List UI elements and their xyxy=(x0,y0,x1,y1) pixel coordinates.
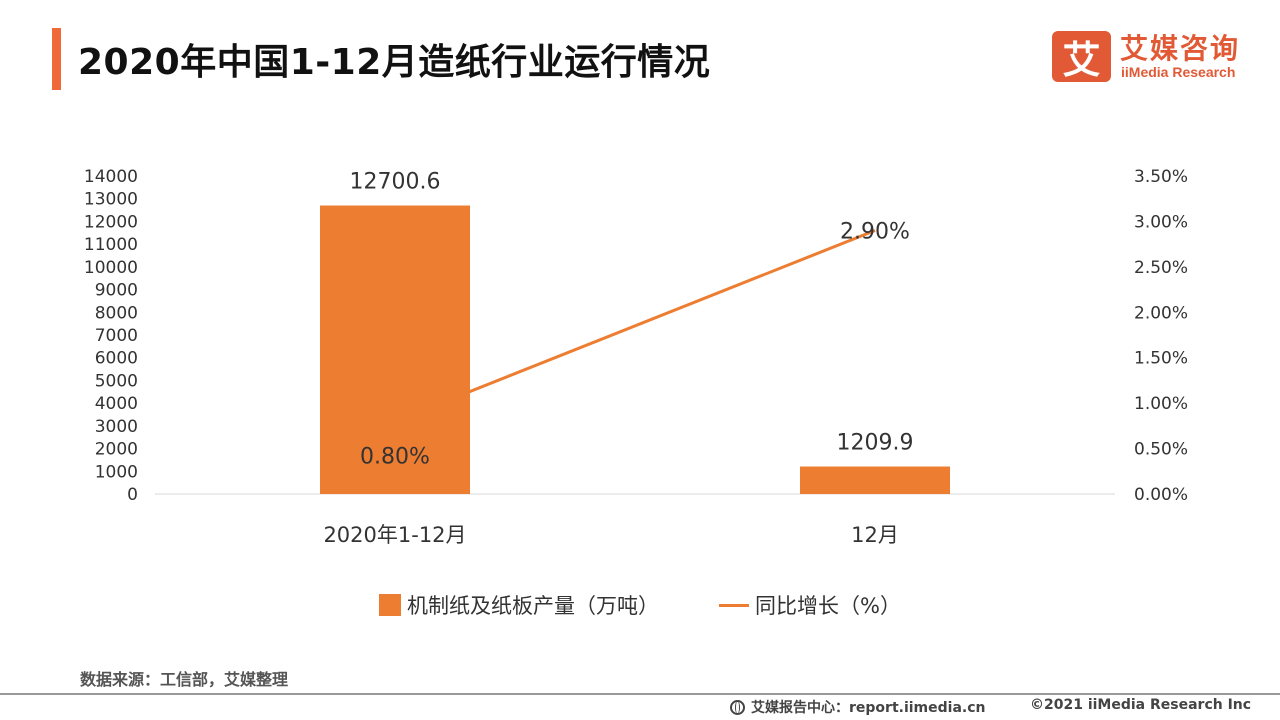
right-axis-tick-label: 3.00% xyxy=(1134,212,1188,232)
data-source: 数据来源：工信部，艾媒整理 xyxy=(80,670,289,689)
footer-divider xyxy=(0,693,1280,695)
report-center-text: 艾媒报告中心：report.iimedia.cn xyxy=(751,700,986,716)
left-axis-tick-label: 8000 xyxy=(95,303,138,323)
x-axis-category-label: 12月 xyxy=(851,523,899,547)
left-axis-tick-label: 5000 xyxy=(95,371,138,391)
footer-copyright: ©2021 iiMedia Research Inc xyxy=(1030,697,1252,713)
left-axis-tick-label: 12000 xyxy=(84,212,138,232)
growth-line xyxy=(394,229,876,423)
left-axis-tick-label: 14000 xyxy=(84,167,138,187)
logo-mark-icon: 艾 xyxy=(1052,31,1111,82)
left-axis-tick-label: 13000 xyxy=(84,190,138,210)
title-accent-bar xyxy=(52,28,61,90)
left-axis-tick-label: 2000 xyxy=(95,440,138,460)
page-title: 2020年中国1-12月造纸行业运行情况 xyxy=(78,42,711,83)
right-axis-tick-label: 3.50% xyxy=(1134,167,1188,187)
left-axis-tick-label: 7000 xyxy=(95,326,138,346)
brand-logo: 艾 艾媒咨询 iiMedia Research xyxy=(1052,31,1262,83)
right-axis-tick-label: 1.50% xyxy=(1134,349,1188,369)
bar-data-label: 12700.6 xyxy=(350,170,441,195)
left-axis-tick-label: 9000 xyxy=(95,281,138,301)
x-axis-category-label: 2020年1-12月 xyxy=(323,523,466,547)
right-axis-tick-label: 1.00% xyxy=(1134,394,1188,414)
left-axis-tick-label: 6000 xyxy=(95,349,138,369)
bar-production xyxy=(320,205,470,494)
bar-production xyxy=(800,466,950,494)
chart-legend: 机制纸及纸板产量（万吨） 同比增长（%） xyxy=(0,590,1280,620)
right-axis-tick-label: 2.00% xyxy=(1134,303,1188,323)
legend-line-swatch xyxy=(719,603,750,607)
legend-bar-swatch xyxy=(379,594,402,616)
footer-report-center: 艾媒报告中心：report.iimedia.cn xyxy=(730,697,986,717)
right-axis-tick-label: 2.50% xyxy=(1134,258,1188,278)
legend-line-label: 同比增长（%） xyxy=(755,594,901,618)
logo-english-name: iiMedia Research xyxy=(1121,64,1236,80)
left-axis-tick-label: 4000 xyxy=(95,394,138,414)
left-axis-tick-label: 1000 xyxy=(95,462,138,482)
logo-chinese-name: 艾媒咨询 xyxy=(1120,32,1241,65)
legend-item-line: 同比增长（%） xyxy=(719,590,901,620)
bar-data-label: 1209.9 xyxy=(837,431,914,456)
legend-item-bar: 机制纸及纸板产量（万吨） xyxy=(379,590,659,620)
line-data-label: 2.90% xyxy=(840,220,910,245)
left-axis-tick-label: 3000 xyxy=(95,417,138,437)
legend-bar-label: 机制纸及纸板产量（万吨） xyxy=(407,594,660,618)
left-axis-tick-label: 0 xyxy=(127,485,138,505)
line-data-label: 0.80% xyxy=(360,444,430,469)
left-axis-tick-label: 10000 xyxy=(84,258,138,278)
right-axis-tick-label: 0.00% xyxy=(1134,485,1188,505)
right-axis-tick-label: 0.50% xyxy=(1134,440,1188,460)
globe-icon xyxy=(730,699,745,715)
left-axis-tick-label: 11000 xyxy=(84,235,138,255)
